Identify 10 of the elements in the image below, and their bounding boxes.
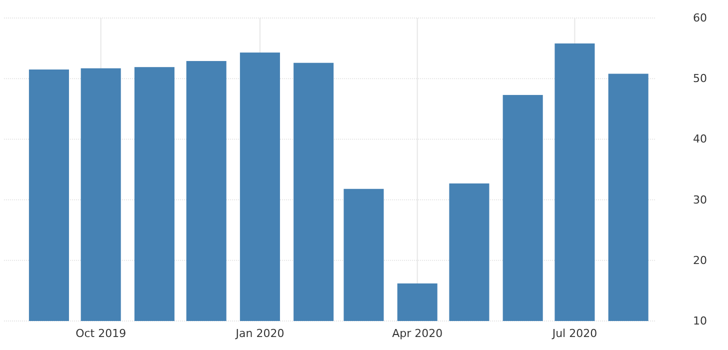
x-tick-label: Jul 2020 — [551, 327, 598, 340]
y-tick-label: 60 — [693, 12, 707, 25]
y-tick-label: 30 — [693, 193, 707, 206]
x-tick-label: Oct 2019 — [76, 327, 126, 340]
x-tick-label: Jan 2020 — [234, 327, 284, 340]
y-tick-label: 10 — [693, 314, 707, 328]
y-tick-label: 50 — [693, 72, 707, 86]
y-tick-label: 40 — [693, 132, 707, 146]
x-tick-label: Apr 2020 — [392, 327, 443, 340]
y-tick-label: 20 — [693, 254, 707, 267]
